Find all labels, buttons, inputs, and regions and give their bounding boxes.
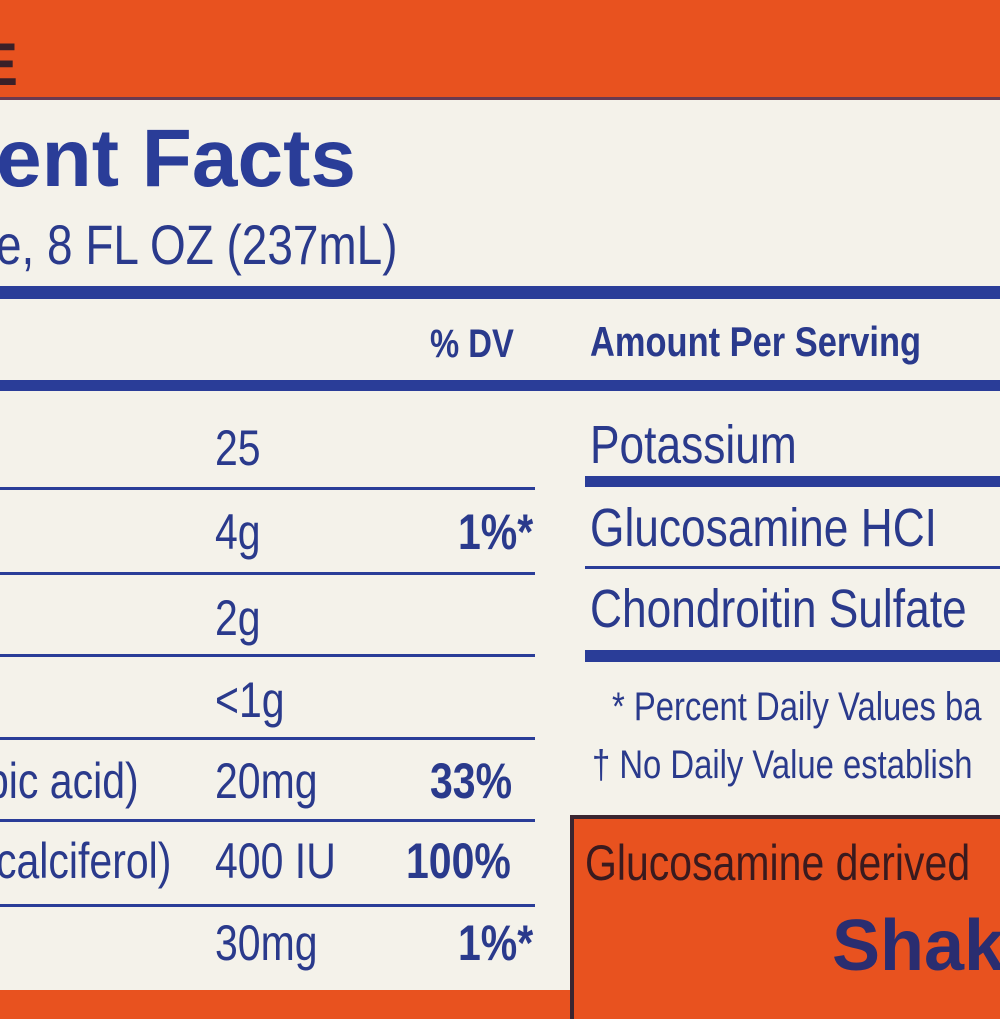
footnote-percent-dv: * Percent Daily Values ba — [612, 685, 982, 729]
nutrient-potassium: Potassium — [590, 415, 797, 475]
divider-thick-2 — [0, 380, 1000, 391]
nutrient-glucosamine: Glucosamine HCI — [590, 498, 937, 558]
row-dv: 100% — [406, 833, 511, 889]
row-divider — [0, 904, 535, 907]
row-amount: 400 IU — [215, 833, 336, 889]
serving-size: e, 8 FL OZ (237mL) — [0, 213, 398, 276]
callout-box — [570, 815, 1000, 1019]
row-divider — [0, 737, 535, 740]
callout-text: Glucosamine derived — [585, 835, 971, 891]
row-name: bic acid) — [0, 753, 139, 809]
amount-per-serving-header: Amount Per Serving — [590, 318, 922, 365]
footnote-no-dv: † No Daily Value establish — [592, 743, 973, 787]
row-amount: 2g — [215, 590, 261, 646]
row-divider — [0, 819, 535, 822]
dv-header: % DV — [430, 322, 514, 366]
row-divider-right — [585, 566, 1000, 569]
nutrient-chondroitin: Chondroitin Sulfate — [590, 579, 967, 639]
divider-thick-right-1 — [585, 476, 1000, 487]
row-divider — [0, 572, 535, 575]
row-amount: <1g — [215, 672, 285, 728]
row-dv: 33% — [430, 753, 513, 809]
row-dv: 1%* — [458, 504, 534, 560]
divider-thick-1 — [0, 286, 1000, 299]
row-amount: 25 — [215, 420, 261, 476]
brand-text: Shak — [832, 906, 1000, 986]
row-amount: 4g — [215, 504, 261, 560]
row-divider — [0, 487, 535, 490]
row-dv: 1%* — [458, 915, 534, 971]
row-divider — [0, 654, 535, 657]
label-title: ent Facts — [0, 113, 356, 204]
top-band-letter: E — [0, 30, 18, 99]
row-amount: 30mg — [215, 915, 318, 971]
divider-thick-right-2 — [585, 650, 1000, 662]
row-name: calciferol) — [0, 833, 172, 889]
row-amount: 20mg — [215, 753, 318, 809]
